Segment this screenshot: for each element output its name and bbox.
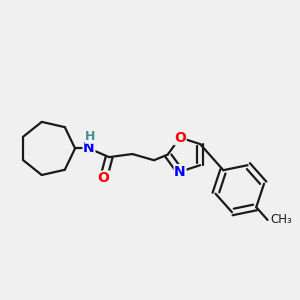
Text: O: O xyxy=(98,171,110,185)
Text: N: N xyxy=(83,142,95,155)
Text: CH₃: CH₃ xyxy=(270,213,292,226)
Text: N: N xyxy=(174,165,186,179)
Text: H: H xyxy=(85,130,96,143)
Text: O: O xyxy=(174,130,186,145)
